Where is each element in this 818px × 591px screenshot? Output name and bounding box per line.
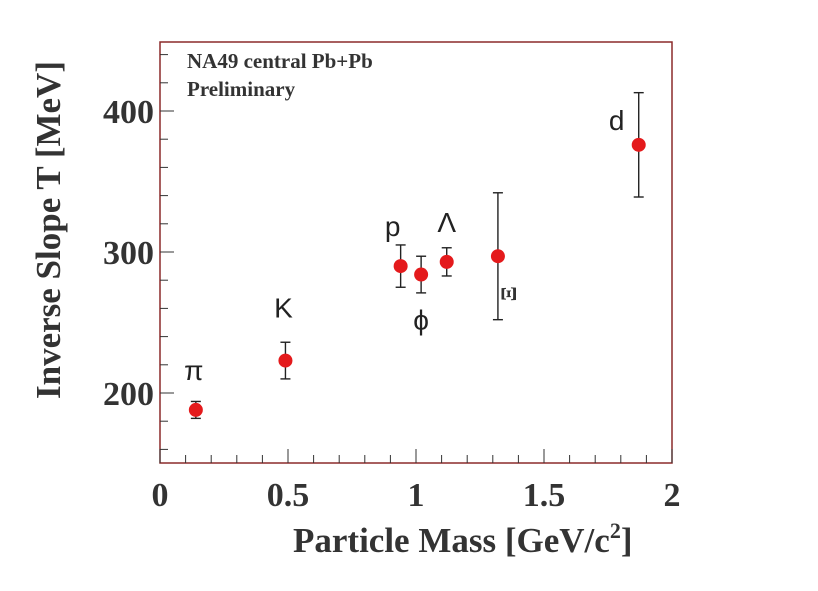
x-axis-label-close: ] <box>621 521 633 560</box>
x-axis-label: Particle Mass [GeV/c2] <box>293 518 632 560</box>
x-axis-label-main: Particle Mass [GeV/c <box>293 521 610 560</box>
data-point <box>393 259 408 274</box>
particle-label: K <box>274 293 293 324</box>
particle-label: π <box>184 355 203 386</box>
particle-label: Ξ <box>496 286 521 301</box>
x-axis-label-superscript: 2 <box>610 518 621 543</box>
x-tick-label: 0 <box>152 477 169 514</box>
data-point <box>188 402 203 417</box>
y-tick-label: 300 <box>103 235 154 272</box>
axis-ticks: 0 0.5 1 1.5 2 200 300 400 <box>103 54 681 514</box>
chart-subtitle: Preliminary <box>187 77 296 101</box>
particle-label: ϕ <box>413 305 429 336</box>
x-tick-label: 1.5 <box>523 477 566 514</box>
x-tick-label: 2 <box>664 477 681 514</box>
chart-title: NA49 central Pb+Pb <box>187 49 373 73</box>
particle-label: d <box>609 105 625 136</box>
x-tick-label: 1 <box>408 477 425 514</box>
data-points: π Kp ϕ Λ Ξd <box>184 91 646 420</box>
x-tick-label: 0.5 <box>267 477 310 514</box>
data-point <box>439 254 454 269</box>
y-axis-label: Inverse Slope T [MeV] <box>29 61 68 399</box>
data-point <box>278 353 293 368</box>
y-tick-label: 400 <box>103 94 154 131</box>
plot-frame <box>159 41 673 464</box>
data-point <box>631 137 646 152</box>
particle-label: p <box>385 211 401 242</box>
y-tick-label: 200 <box>103 376 154 413</box>
data-point <box>490 249 505 264</box>
data-point <box>414 267 429 282</box>
particle-label: Λ <box>437 207 456 238</box>
